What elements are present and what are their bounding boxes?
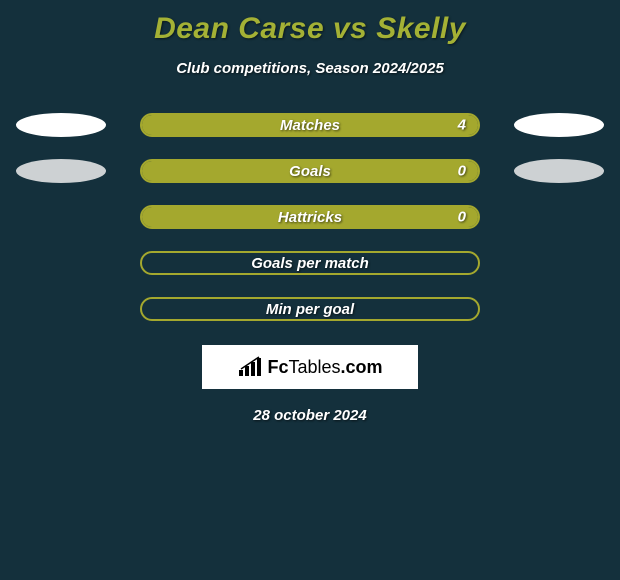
logo-text: FcTables.com [267, 357, 382, 378]
stat-value: 0 [458, 209, 466, 226]
stats-container: Matches 4 Goals 0 Hattricks 0 Goals per match M… [0, 113, 620, 321]
logo-prefix: Fc [267, 357, 288, 377]
snapshot-date: 28 october 2024 [0, 407, 620, 424]
stat-label: Matches [280, 117, 340, 134]
player-left-marker [16, 113, 106, 137]
player-right-marker [514, 113, 604, 137]
player-right-marker [514, 159, 604, 183]
comparison-subtitle: Club competitions, Season 2024/2025 [0, 60, 620, 77]
player-left-marker [16, 159, 106, 183]
logo-suffix: .com [341, 357, 383, 377]
stat-bar: Goals 0 [140, 159, 480, 183]
stat-bar: Hattricks 0 [140, 205, 480, 229]
stat-bar: Matches 4 [140, 113, 480, 137]
comparison-title: Dean Carse vs Skelly [0, 0, 620, 46]
stat-row: Hattricks 0 [0, 205, 620, 229]
stat-row: Matches 4 [0, 113, 620, 137]
stat-row: Min per goal [0, 297, 620, 321]
stat-value: 4 [458, 117, 466, 134]
stat-label: Goals [289, 163, 331, 180]
stat-value: 0 [458, 163, 466, 180]
stat-row: Goals per match [0, 251, 620, 275]
logo-main: Tables [288, 357, 340, 377]
logo-box: FcTables.com [202, 345, 418, 389]
stat-label: Goals per match [251, 255, 369, 272]
stat-label: Hattricks [278, 209, 342, 226]
stat-bar: Goals per match [140, 251, 480, 275]
stat-bar: Min per goal [140, 297, 480, 321]
stat-label: Min per goal [266, 301, 354, 318]
stat-row: Goals 0 [0, 159, 620, 183]
chart-icon [237, 356, 263, 378]
